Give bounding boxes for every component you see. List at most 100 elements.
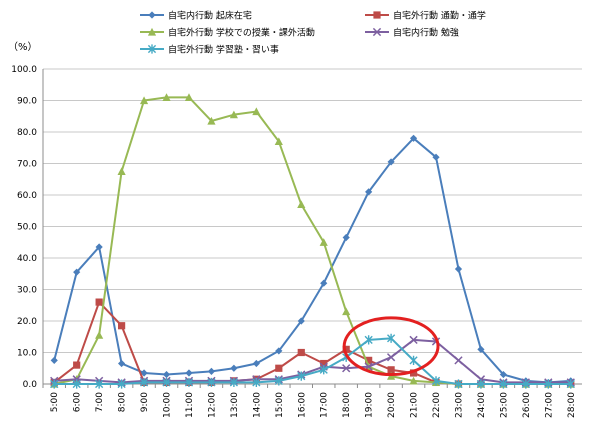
- series-1: [50, 134, 575, 387]
- data-point: [432, 153, 440, 161]
- y-tick-label: 50.0: [17, 223, 37, 233]
- data-point: [148, 11, 156, 19]
- x-tick-label: 26:00: [522, 392, 532, 418]
- data-point: [117, 379, 126, 389]
- data-point: [95, 331, 104, 339]
- data-point: [297, 317, 305, 325]
- legend-label: 自宅外行動 学校での授業・課外活動: [168, 27, 315, 39]
- data-point: [207, 367, 216, 375]
- data-point: [229, 377, 238, 388]
- x-tick-label: 18:00: [342, 392, 352, 418]
- x-tick-label: 19:00: [365, 392, 375, 418]
- series-5: [50, 333, 575, 389]
- data-point: [320, 359, 328, 368]
- data-point: [274, 376, 283, 386]
- x-tick-label: 12:00: [207, 392, 217, 418]
- data-point: [454, 356, 463, 365]
- data-point: [73, 268, 81, 276]
- data-point: [147, 44, 157, 54]
- data-point: [477, 345, 485, 353]
- data-point: [274, 137, 283, 146]
- data-point: [319, 365, 328, 375]
- data-point: [409, 376, 418, 385]
- data-point: [297, 371, 306, 381]
- series-group: [50, 93, 575, 389]
- series-line: [53, 301, 571, 385]
- data-point: [162, 377, 171, 388]
- legend-label: 自宅外行動 通勤・通学: [393, 10, 486, 22]
- data-point: [139, 96, 149, 105]
- data-point: [185, 369, 193, 377]
- y-tick-label: 0.0: [23, 380, 38, 390]
- data-point: [252, 377, 261, 388]
- y-axis-ticks: 0.0 10.0 20.0 30.0 40.0 50.0 60.0 70.0 80.0 90.0 1…: [11, 65, 37, 390]
- legend-label: 自宅内行動 勉強: [393, 27, 459, 39]
- x-axis-ticks: 5:00 6:00 7:00 8:00 9:00 10:00 11:00 12:00 13:00…: [42, 384, 577, 418]
- legend-item: 自宅外行動 通勤・通学: [365, 10, 486, 22]
- data-point: [342, 345, 350, 353]
- data-point: [319, 238, 328, 246]
- data-point: [342, 307, 351, 316]
- legend-label: 自宅外行動 学習塾・習い事: [168, 44, 279, 56]
- x-tick-label: 22:00: [432, 392, 442, 418]
- data-point: [252, 359, 260, 368]
- highlight-ellipse: [342, 316, 440, 377]
- data-point: [386, 353, 396, 362]
- data-point: [297, 200, 306, 209]
- x-tick-label: 5:00: [50, 392, 60, 412]
- data-point: [50, 356, 58, 364]
- x-tick-label: 17:00: [320, 392, 330, 418]
- data-point: [275, 364, 283, 372]
- x-tick-label: 9:00: [140, 392, 150, 412]
- data-point: [521, 379, 530, 389]
- y-tick-label: 30.0: [17, 286, 37, 296]
- data-point: [297, 348, 305, 357]
- y-tick-label: 80.0: [17, 128, 37, 138]
- data-point: [95, 243, 103, 251]
- data-point: [118, 322, 126, 330]
- x-tick-label: 25:00: [499, 392, 509, 418]
- x-tick-label: 28:00: [567, 392, 577, 418]
- data-point: [409, 369, 418, 377]
- data-point: [147, 27, 157, 36]
- legend-item: 自宅内行動 勉強: [365, 27, 459, 39]
- data-point: [365, 188, 373, 196]
- y-tick-label: 100.0: [11, 65, 37, 75]
- data-point: [207, 116, 216, 125]
- series-line: [54, 337, 571, 385]
- data-point: [566, 379, 575, 389]
- data-point: [229, 110, 238, 119]
- x-tick-label: 13:00: [230, 392, 240, 418]
- y-tick-label: 60.0: [17, 191, 37, 201]
- x-tick-label: 16:00: [297, 392, 307, 418]
- y-tick-label: 90.0: [17, 97, 37, 107]
- x-tick-label: 15:00: [275, 392, 285, 418]
- data-point: [184, 93, 194, 101]
- x-tick-label: 20:00: [387, 392, 397, 418]
- data-point: [431, 376, 441, 386]
- gridlines: [43, 68, 582, 353]
- data-point: [365, 356, 373, 364]
- data-point: [118, 359, 126, 368]
- legend-item: 自宅外行動 学校での授業・課外活動: [140, 27, 315, 39]
- data-point: [373, 11, 381, 19]
- data-point: [454, 265, 463, 273]
- x-tick-label: 21:00: [410, 392, 420, 418]
- legend-item: 自宅内行動 起床在宅: [140, 10, 252, 22]
- data-point: [162, 93, 171, 101]
- data-point: [95, 298, 103, 306]
- data-point: [139, 377, 149, 388]
- series-line: [54, 338, 571, 384]
- data-point: [252, 107, 261, 116]
- data-point: [372, 27, 382, 37]
- data-point: [184, 377, 194, 388]
- x-tick-label: 24:00: [477, 392, 487, 418]
- data-point: [544, 379, 553, 389]
- x-tick-label: 8:00: [118, 392, 128, 412]
- data-point: [409, 335, 418, 345]
- data-point: [95, 379, 104, 389]
- data-point: [73, 361, 81, 369]
- data-point: [387, 158, 395, 166]
